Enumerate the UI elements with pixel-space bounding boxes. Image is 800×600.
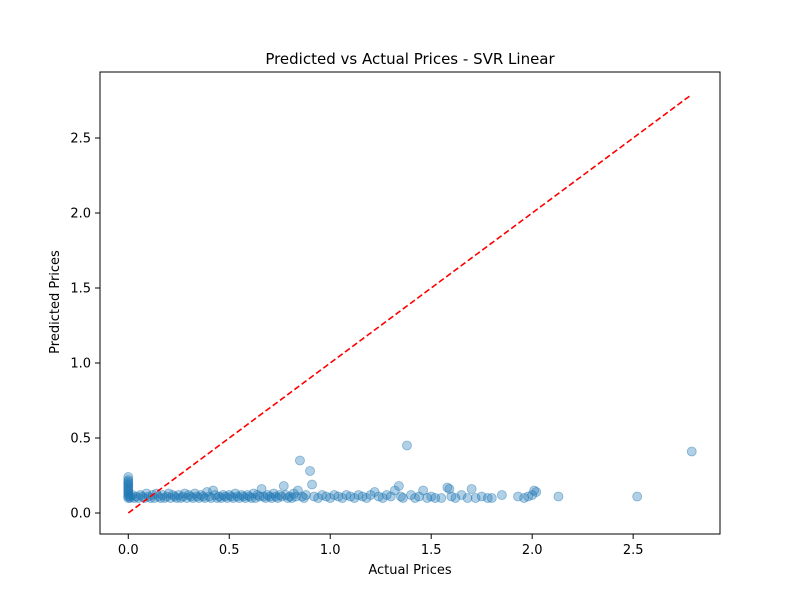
x-tick-label: 2.5 <box>623 543 644 558</box>
y-tick-label: 2.5 <box>70 132 91 147</box>
y-tick-label: 1.0 <box>70 357 91 372</box>
data-point <box>402 440 412 451</box>
x-tick-label: 1.5 <box>421 543 442 558</box>
data-point <box>418 485 429 496</box>
data-point <box>470 493 481 503</box>
data-point <box>307 479 317 490</box>
data-point <box>301 490 311 500</box>
points-layer <box>123 440 697 503</box>
data-point <box>450 493 461 503</box>
data-point <box>305 466 315 476</box>
x-tick-label: 2.0 <box>522 543 543 558</box>
data-point <box>256 484 267 494</box>
data-point <box>482 493 493 503</box>
data-point <box>496 490 507 500</box>
y-tick-label: 0.0 <box>70 507 91 522</box>
data-point <box>486 493 497 503</box>
y-tick-label: 2.0 <box>70 207 91 222</box>
chart-title: Predicted vs Actual Prices - SVR Linear <box>265 50 555 68</box>
data-point <box>553 491 564 502</box>
x-tick-label: 1.0 <box>320 543 341 558</box>
data-point <box>444 484 455 494</box>
plot-frame <box>99 71 721 535</box>
data-point <box>123 472 134 482</box>
data-point <box>123 475 134 485</box>
data-point <box>462 493 473 503</box>
data-point <box>295 455 305 466</box>
data-point <box>476 491 487 502</box>
data-point <box>466 484 477 494</box>
x-tick-label: 0.0 <box>118 543 139 558</box>
data-point <box>632 491 643 502</box>
y-tick-label: 1.5 <box>70 282 91 297</box>
data-point <box>398 493 408 503</box>
data-point <box>436 493 447 503</box>
data-point <box>513 491 523 502</box>
axes-layer: 0.0 0.5 1.0 1.5 2.0 2.5 0.0 0.5 1.0 1.5 2.0 2.5 <box>70 71 721 558</box>
y-tick-label: 0.5 <box>70 432 91 447</box>
data-point <box>456 490 467 500</box>
data-point <box>254 491 265 502</box>
x-axis-label: Actual Prices <box>368 563 452 578</box>
x-tick-label: 0.5 <box>219 543 240 558</box>
data-point <box>686 446 697 457</box>
data-point <box>278 481 289 491</box>
data-point <box>531 487 542 497</box>
data-point <box>393 481 404 491</box>
y-axis-label: Predicted Prices <box>48 250 63 354</box>
